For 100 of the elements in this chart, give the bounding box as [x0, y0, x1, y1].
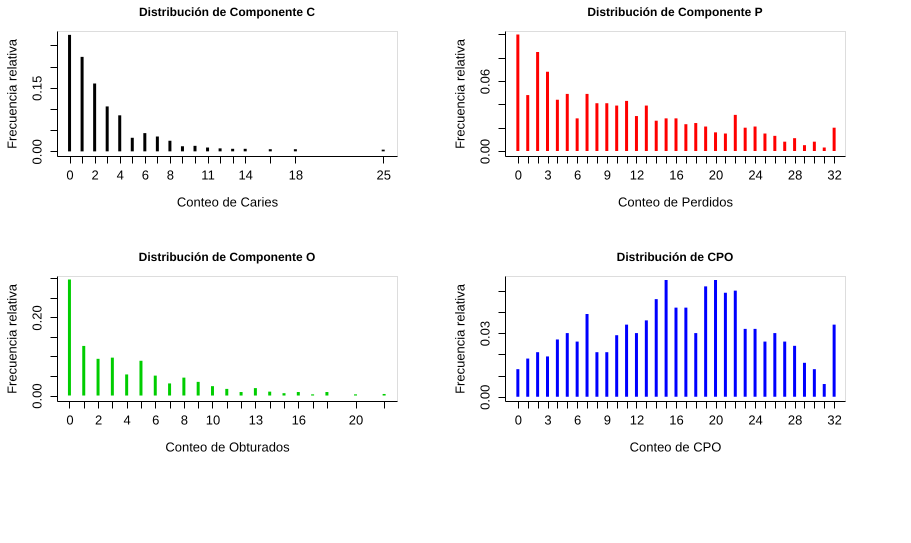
bar [783, 142, 786, 151]
bar [296, 392, 300, 396]
bar [625, 100, 628, 151]
y-tick-label: 0.00 [478, 138, 492, 164]
x-tick-label: 12 [630, 168, 644, 182]
bar [793, 346, 796, 397]
bar [832, 324, 836, 397]
bar [526, 95, 530, 151]
x-tick-label: 0 [66, 412, 74, 428]
x-tick-label: 13 [248, 412, 264, 428]
chart-title: Distribución de Componente P [587, 5, 763, 19]
bar [68, 34, 72, 152]
bar [325, 392, 328, 396]
bar [812, 142, 816, 151]
bar [546, 72, 549, 151]
bar [684, 308, 688, 397]
bar [516, 34, 520, 151]
bar [644, 106, 648, 151]
bar [576, 342, 579, 397]
bar [168, 383, 172, 396]
x-tick-label: 20 [708, 412, 724, 428]
bar [744, 128, 747, 151]
bar [644, 320, 648, 397]
bar [802, 362, 806, 397]
x-tick-label: 2 [92, 168, 99, 182]
bar [783, 342, 786, 397]
y-tick-label: 0.06 [478, 68, 492, 94]
y-axis-title: Frecuencia relativa [4, 283, 20, 394]
bar [615, 106, 618, 151]
bar [82, 346, 86, 396]
x-tick-label: 0 [514, 412, 522, 428]
bar [694, 123, 698, 151]
bar [744, 328, 747, 397]
bar [793, 138, 796, 151]
bar [773, 136, 776, 151]
x-tick-label: 24 [748, 168, 763, 182]
bar [556, 339, 559, 397]
bar [822, 147, 826, 151]
x-tick-label: 20 [348, 412, 364, 428]
bar [244, 148, 247, 152]
bar [143, 133, 146, 152]
x-tick-label: 2 [94, 412, 102, 428]
x-tick-label: 18 [288, 168, 304, 182]
x-tick-label: 6 [574, 412, 582, 428]
y-axis-title: Frecuencia relativa [452, 283, 468, 394]
bar [282, 393, 286, 396]
x-tick-label: 6 [574, 168, 582, 182]
bar [704, 126, 708, 151]
bar [218, 148, 222, 152]
bar [654, 299, 658, 397]
x-tick-label: 6 [152, 412, 160, 428]
bar [812, 369, 816, 397]
bar [68, 280, 71, 396]
x-tick-label: 12 [630, 412, 644, 428]
chart-title: Distribución de CPO [616, 250, 734, 264]
bar [206, 148, 210, 152]
y-tick-label: 0.03 [478, 320, 492, 346]
bar [96, 358, 100, 396]
bar [754, 126, 757, 151]
bar [654, 120, 658, 151]
x-tick-label: 3 [544, 412, 552, 428]
bar [225, 388, 228, 396]
bar [536, 352, 540, 397]
x-tick-label: 24 [748, 412, 763, 428]
x-tick-label: 28 [788, 412, 802, 428]
x-tick-label: 4 [116, 168, 124, 182]
bar [130, 138, 134, 152]
y-tick-label: 0.00 [30, 139, 44, 164]
bar [268, 392, 272, 396]
bar [763, 134, 766, 151]
bar [724, 292, 727, 397]
bar [536, 52, 540, 151]
bar [556, 100, 559, 151]
x-axis-title: Conteo de Perdidos [618, 194, 734, 210]
bar [106, 106, 109, 152]
x-tick-label: 20 [708, 168, 724, 182]
bar [704, 286, 708, 397]
x-axis-title: Conteo de Caries [176, 194, 279, 210]
bar [714, 280, 718, 397]
bar [154, 376, 157, 396]
bar [634, 333, 638, 397]
bar [546, 356, 549, 397]
x-tick-label: 11 [201, 168, 215, 182]
x-tick-label: 8 [166, 168, 174, 182]
x-tick-label: 32 [827, 412, 842, 428]
bar [566, 94, 569, 151]
bar [180, 146, 184, 152]
bar [595, 352, 598, 397]
bar [210, 386, 214, 396]
bar [196, 382, 200, 396]
bar [586, 314, 589, 397]
x-tick-label: 9 [604, 168, 611, 182]
bar [168, 140, 172, 152]
bar [664, 280, 668, 397]
bar [822, 384, 826, 397]
bar [634, 116, 638, 151]
bar [576, 118, 579, 151]
bar [734, 114, 737, 151]
x-tick-label: 16 [669, 412, 684, 428]
y-axis-title: Frecuencia relativa [452, 38, 468, 149]
